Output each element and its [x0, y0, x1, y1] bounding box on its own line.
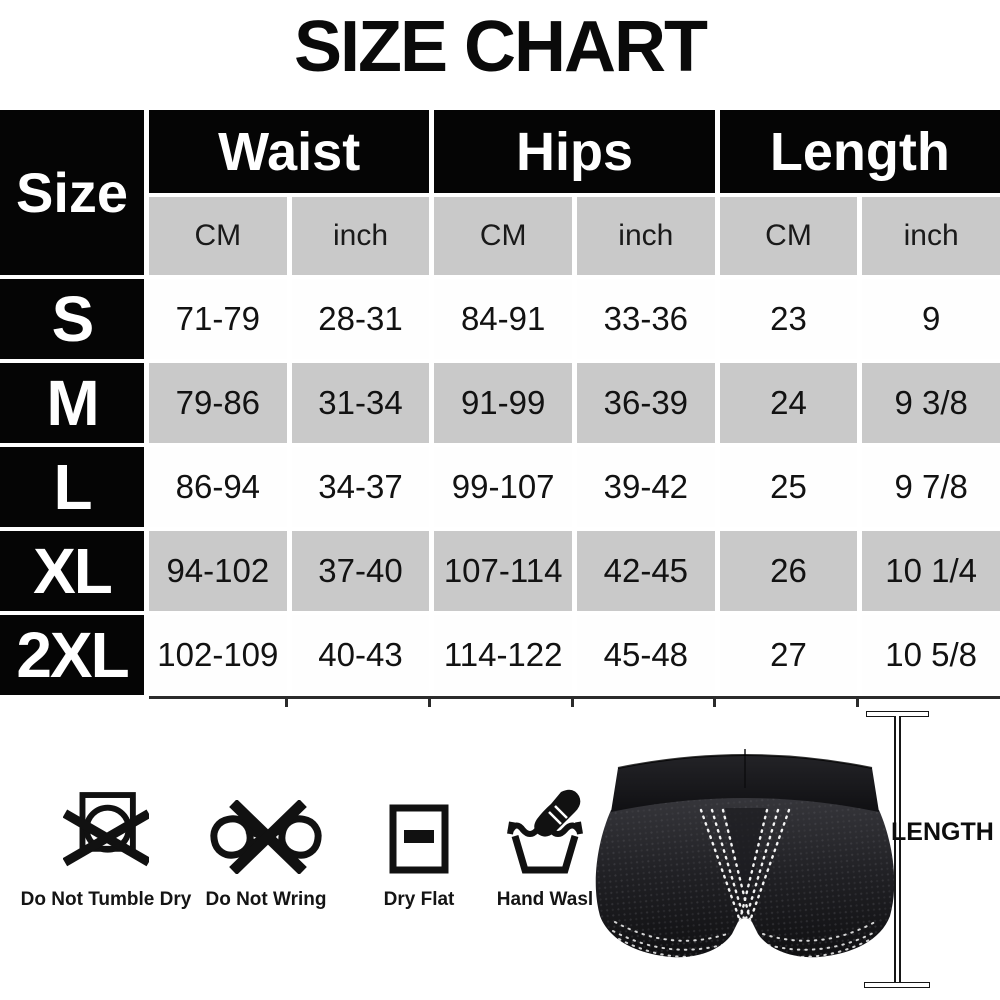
- table-border-tick: [428, 696, 431, 707]
- table-cell: 79-86: [149, 363, 287, 443]
- table-cell: 31-34: [291, 363, 430, 443]
- table-border-tick: [285, 696, 288, 707]
- table-border-tick: [571, 696, 574, 707]
- row-label-m: M: [0, 363, 144, 443]
- care-item-hand-wash: Hand Wasl: [475, 786, 615, 911]
- care-item-do-not-tumble-dry: Do Not Tumble Dry: [6, 786, 206, 911]
- table-cell: 33-36: [577, 279, 715, 359]
- table-cell: 10 5/8: [862, 615, 1000, 695]
- care-label: Do Not Tumble Dry: [20, 889, 192, 910]
- do-not-tumble-dry-icon: [63, 792, 149, 867]
- table-cell: 107-114: [434, 531, 572, 611]
- unit-header: inch: [862, 197, 1000, 275]
- row-label-l: L: [0, 447, 144, 527]
- table-cell: 9: [862, 279, 1000, 359]
- table-cell: 114-122: [434, 615, 572, 695]
- unit-header: inch: [291, 197, 430, 275]
- row-label-s: S: [0, 279, 144, 359]
- hand-wash-icon: [507, 789, 583, 874]
- table-cell: 99-107: [434, 447, 572, 527]
- table-cell: 91-99: [434, 363, 572, 443]
- do-not-wring-icon: [210, 800, 322, 874]
- measure-cap-bottom: [864, 982, 930, 988]
- size-chart-table: Size Waist Hips Length CM inch CM inch C…: [0, 110, 1000, 695]
- unit-header: inch: [577, 197, 715, 275]
- page-title: SIZE CHART: [294, 7, 708, 87]
- table-cell: 42-45: [577, 531, 715, 611]
- length-measure-label: LENGTH: [891, 818, 994, 846]
- row-label-xl: XL: [0, 531, 144, 611]
- table-cell: 24: [719, 363, 858, 443]
- table-cell: 9 7/8: [862, 447, 1000, 527]
- table-cell: 34-37: [291, 447, 430, 527]
- table-cell: 45-48: [577, 615, 715, 695]
- product-photo-boxer-shorts: [595, 749, 895, 958]
- measure-line: [894, 716, 901, 982]
- group-header-waist: Waist: [149, 110, 430, 193]
- row-label-2xl: 2XL: [0, 615, 144, 695]
- group-header-length: Length: [719, 110, 1000, 193]
- table-border-tick: [713, 696, 716, 707]
- table-bottom-border: [149, 696, 1000, 699]
- unit-header: CM: [149, 197, 287, 275]
- table-border-tick: [856, 696, 859, 707]
- table-cell: 86-94: [149, 447, 287, 527]
- unit-header: CM: [434, 197, 572, 275]
- dry-flat-icon: [389, 804, 449, 874]
- table-cell: 102-109: [149, 615, 287, 695]
- size-column-header: Size: [0, 110, 144, 275]
- unit-header: CM: [719, 197, 858, 275]
- table-cell: 71-79: [149, 279, 287, 359]
- table-cell: 23: [719, 279, 858, 359]
- table-cell: 27: [719, 615, 858, 695]
- table-cell: 39-42: [577, 447, 715, 527]
- table-cell: 36-39: [577, 363, 715, 443]
- care-item-dry-flat: Dry Flat: [349, 786, 489, 911]
- care-item-do-not-wring: Do Not Wring: [181, 786, 351, 911]
- table-cell: 25: [719, 447, 858, 527]
- table-cell: 37-40: [291, 531, 430, 611]
- group-header-hips: Hips: [434, 110, 715, 193]
- care-label: Do Not Wring: [205, 889, 327, 910]
- table-cell: 84-91: [434, 279, 572, 359]
- table-cell: 10 1/4: [862, 531, 1000, 611]
- care-label: Dry Flat: [383, 889, 455, 910]
- table-cell: 26: [719, 531, 858, 611]
- table-cell: 40-43: [291, 615, 430, 695]
- table-cell: 9 3/8: [862, 363, 1000, 443]
- table-cell: 94-102: [149, 531, 287, 611]
- care-label: Hand Wasl: [496, 889, 594, 910]
- table-cell: 28-31: [291, 279, 430, 359]
